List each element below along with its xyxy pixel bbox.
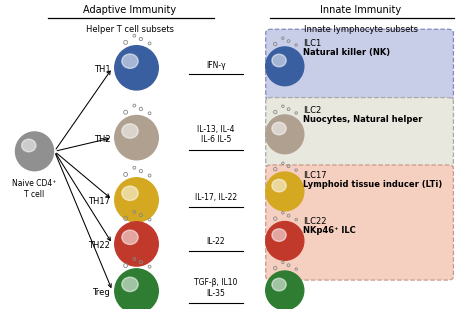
Text: IL-22: IL-22 <box>207 236 225 246</box>
Text: IL-13, IL-4
IL-6 IL-5: IL-13, IL-4 IL-6 IL-5 <box>197 124 235 144</box>
Text: ILC1: ILC1 <box>303 39 321 48</box>
Ellipse shape <box>266 47 304 86</box>
Text: Naive CD4⁺
T cell: Naive CD4⁺ T cell <box>12 179 57 199</box>
Text: NKp46⁺ ILC: NKp46⁺ ILC <box>303 226 356 235</box>
Ellipse shape <box>115 222 158 266</box>
Text: ILC17: ILC17 <box>303 171 327 180</box>
Ellipse shape <box>266 271 304 310</box>
Ellipse shape <box>16 132 54 171</box>
Text: TH17: TH17 <box>88 197 110 206</box>
Text: Treg: Treg <box>92 288 110 297</box>
Text: Innate Immunity: Innate Immunity <box>320 5 401 15</box>
Ellipse shape <box>266 172 304 211</box>
Text: Lymphoid tissue inducer (LTi): Lymphoid tissue inducer (LTi) <box>303 180 442 189</box>
Text: IFN-γ: IFN-γ <box>206 61 226 70</box>
FancyBboxPatch shape <box>266 165 454 280</box>
Ellipse shape <box>122 230 138 245</box>
Text: Adaptive Immunity: Adaptive Immunity <box>83 5 176 15</box>
Ellipse shape <box>115 269 158 312</box>
Text: Innate lymphocyte subsets: Innate lymphocyte subsets <box>304 25 418 34</box>
Text: TH1: TH1 <box>93 65 110 74</box>
Ellipse shape <box>115 46 158 90</box>
Ellipse shape <box>122 54 138 68</box>
Text: IL-17, IL-22: IL-17, IL-22 <box>195 193 237 202</box>
Ellipse shape <box>115 115 158 160</box>
Text: ILC2: ILC2 <box>303 106 321 115</box>
Ellipse shape <box>122 277 138 291</box>
Ellipse shape <box>115 178 158 222</box>
Text: TH22: TH22 <box>88 241 110 250</box>
Ellipse shape <box>272 278 286 291</box>
Ellipse shape <box>122 186 138 201</box>
FancyBboxPatch shape <box>266 98 454 168</box>
Text: Helper T cell subsets: Helper T cell subsets <box>86 25 173 34</box>
Ellipse shape <box>272 229 286 241</box>
Ellipse shape <box>266 222 304 260</box>
Text: Nuocytes, Natural helper: Nuocytes, Natural helper <box>303 115 422 124</box>
Text: Natural killer (NK): Natural killer (NK) <box>303 48 390 57</box>
Ellipse shape <box>266 115 304 154</box>
Ellipse shape <box>272 122 286 135</box>
Ellipse shape <box>122 124 138 138</box>
Text: TH2: TH2 <box>93 135 110 144</box>
Ellipse shape <box>272 179 286 192</box>
Ellipse shape <box>272 54 286 67</box>
FancyBboxPatch shape <box>266 29 454 100</box>
Text: ILC22: ILC22 <box>303 217 327 226</box>
Text: TGF-β, IL10
IL-35: TGF-β, IL10 IL-35 <box>194 278 237 298</box>
Ellipse shape <box>22 139 36 152</box>
